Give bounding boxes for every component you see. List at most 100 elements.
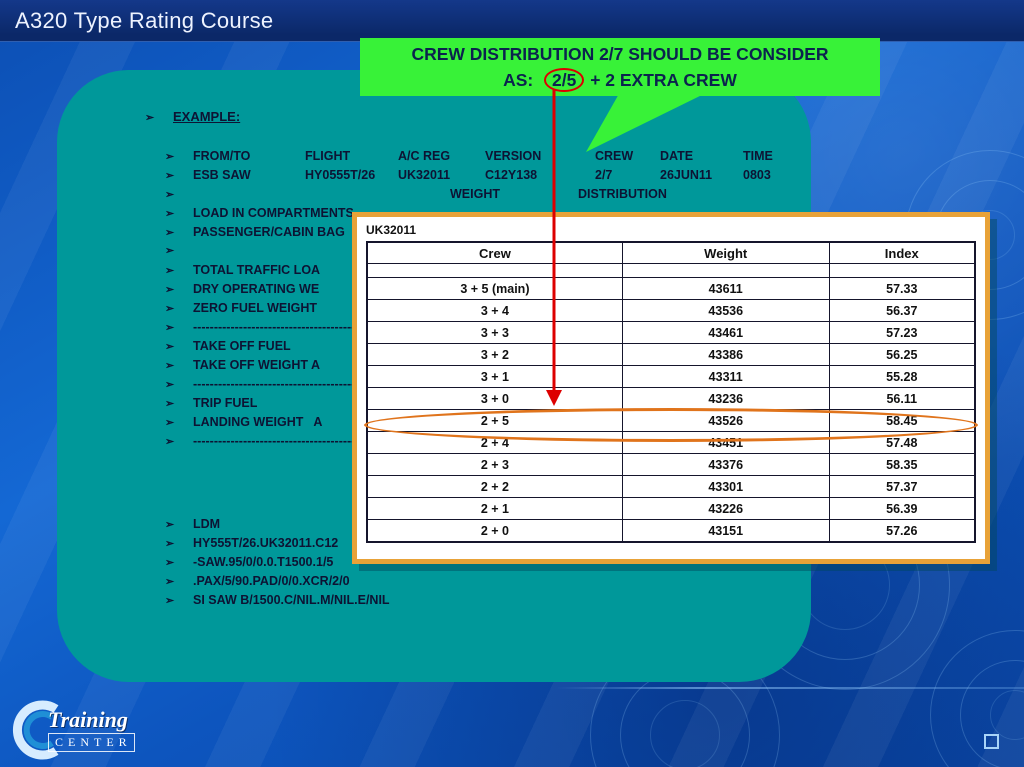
content-line: ➢ TAKE OFF WEIGHT A [165,358,825,377]
table-cell: 43461 [621,321,830,344]
content-line-text: LANDING WEIGHT A [193,415,323,429]
table-cell: 55.28 [828,365,976,388]
content-line-text: .PAX/5/90.PAD/0/0.XCR/2/0 [193,574,350,588]
flight-header-cell: DATE [660,149,694,163]
training-center-logo: Training CENTER [4,698,135,762]
content-line-text: ----------------------------------------… [193,320,385,334]
table-cell: 57.33 [828,277,976,300]
content-line: ➢ SI SAW B/1500.C/NIL.M/NIL.E/NIL [165,593,825,612]
content-line-text: TRIP FUEL [193,396,258,410]
callout-line2-prefix: AS: [503,70,543,90]
content-line: ➢ PASSENGER/CABIN BAG [165,225,825,244]
bullet-arrow-icon: ➢ [165,398,175,410]
bullet-arrow-icon: ➢ [165,208,175,220]
crew-weight-table: Crew Weight Index 3 + 5 (main) 43611 57.33… [366,241,976,543]
table-cell: 58.45 [828,409,976,432]
table-cell: 43311 [621,365,830,388]
content-line-text: PASSENGER/CABIN BAG [193,225,345,239]
content-line: ➢ ZERO FUEL WEIGHT [165,301,825,320]
title-bar: A320 Type Rating Course [0,0,1024,42]
table-cell: 2 + 4 [366,431,623,454]
callout-line2-suffix: + 2 EXTRA CREW [585,70,737,90]
example-heading-row: ➢ EXAMPLE: [145,109,825,128]
logo-c-swoosh-icon [12,700,59,760]
weight-distribution-row: ➢ WEIGHT DISTRIBUTION [165,187,825,206]
bullet-arrow-icon: ➢ [145,112,155,124]
table-cell [828,263,976,278]
weight-label: WEIGHT [450,187,500,201]
bullet-arrow-icon: ➢ [165,519,175,531]
table-cell: 43536 [621,299,830,322]
bullet-arrow-icon: ➢ [165,151,175,163]
table-cell: 57.23 [828,321,976,344]
slide-title: A320 Type Rating Course [15,7,274,33]
example-heading: EXAMPLE: [173,109,241,124]
content-line: ➢ -SAW.95/0/0.0.T1500.1/5 [165,555,825,574]
content-line-text: LOAD IN COMPARTMENTS [193,206,354,220]
content-line: ➢ TRIP FUEL [165,396,825,415]
table-cell: 3 + 4 [366,299,623,322]
flight-value-cell: 2/7 [595,168,613,182]
content-line: ➢ ---------------------------------------… [165,320,825,339]
content-line-text: LDM [193,517,221,531]
bullet-arrow-icon: ➢ [165,227,175,239]
ripple-decoration [930,630,1024,767]
bullet-arrow-icon: ➢ [165,417,175,429]
column-header: Crew [366,241,623,264]
table-cell: 3 + 5 (main) [366,277,623,300]
table-cell: 58.35 [828,453,976,476]
distribution-label: DISTRIBUTION [578,187,667,201]
callout-text-line2: AS: 2/5 + 2 EXTRA CREW [360,67,880,93]
table-row: 2 + 5 43526 58.45 [366,409,976,432]
bullet-arrow-icon: ➢ [165,189,175,201]
content-line: ➢ .PAX/5/90.PAD/0/0.XCR/2/0 [165,574,825,593]
flight-value-cell: 26JUN11 [660,168,713,182]
content-line: ➢ TAKE OFF FUEL [165,339,825,358]
logo-script-text: Training [48,706,128,732]
content-line-text: ZERO FUEL WEIGHT [193,301,318,315]
table-cell [366,263,623,278]
flight-header-cell: CREW [595,149,634,163]
bullet-arrow-icon: ➢ [165,360,175,372]
bullet-arrow-icon: ➢ [165,303,175,315]
table-cell: 43236 [621,387,830,410]
table-cell: 2 + 5 [366,409,623,432]
content-line: ➢ LDM [165,517,825,536]
callout-bubble: CREW DISTRIBUTION 2/7 SHOULD BE CONSIDER… [360,38,880,96]
table-cell [621,263,830,278]
content-line: ➢ [165,244,825,263]
flight-header-cell: TIME [743,149,773,163]
table-cell: 3 + 1 [366,365,623,388]
table-cell: 57.26 [828,519,976,543]
table-cell: 43526 [621,409,830,432]
flight-values-row: ➢ ESB SAW HY0555T/26 UK32011 C12Y138 2/7… [165,168,825,187]
flight-value-cell: ESB SAW [193,168,251,182]
content-line: ➢ ---------------------------------------… [165,377,825,396]
table-row [366,263,976,278]
flight-value-cell: C12Y138 [485,168,538,182]
table-cell: 2 + 1 [366,497,623,520]
table-cell: 43301 [621,475,830,498]
bullet-arrow-icon: ➢ [165,436,175,448]
flight-header-cell: FLIGHT [305,149,351,163]
table-cell: 56.11 [828,387,976,410]
table-cell: 57.48 [828,431,976,454]
content-line: ➢ HY555T/26.UK32011.C12 [165,536,825,555]
bullet-arrow-icon: ➢ [165,595,175,607]
table-cell: 43386 [621,343,830,366]
content-line-text: HY555T/26.UK32011.C12 [193,536,339,550]
table-cell: 43376 [621,453,830,476]
table-row: 2 + 4 43451 57.48 [366,431,976,454]
table-row: 3 + 1 43311 55.28 [366,365,976,388]
table-cell: 3 + 2 [366,343,623,366]
content-line-text: TOTAL TRAFFIC LOA [193,263,321,277]
crew-weight-table-panel: UK32011 Crew Weight Index 3 + 5 (main) 43… [352,212,990,564]
table-row: 3 + 3 43461 57.23 [366,321,976,344]
bullet-arrow-icon: ➢ [165,170,175,182]
table-cell: 56.25 [828,343,976,366]
bullet-arrow-icon: ➢ [165,557,175,569]
table-cell: 56.37 [828,299,976,322]
table-row: 2 + 3 43376 58.35 [366,453,976,476]
table-cell: 57.37 [828,475,976,498]
content-line: ➢ LOAD IN COMPARTMENTS [165,206,825,225]
